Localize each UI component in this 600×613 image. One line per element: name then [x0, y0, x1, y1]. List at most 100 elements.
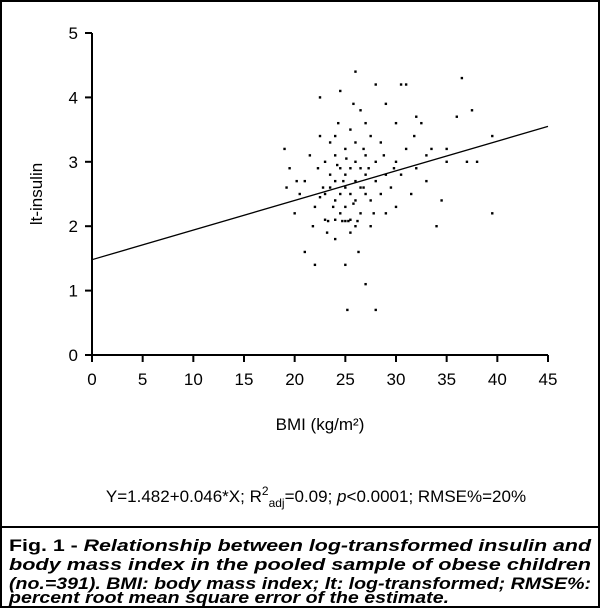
- point: [394, 205, 398, 209]
- x-tick-label: 35: [437, 370, 456, 389]
- equation: Y=1.482+0.046*X; R2adj=0.09; p<0.0001; R…: [106, 484, 526, 510]
- point: [352, 202, 355, 205]
- x-tick-label: 15: [235, 370, 254, 389]
- point: [323, 160, 327, 163]
- point: [410, 192, 413, 196]
- point: [339, 167, 342, 170]
- point: [359, 212, 362, 215]
- point: [369, 225, 372, 228]
- point: [369, 134, 372, 138]
- point: [354, 70, 357, 73]
- point: [331, 205, 335, 209]
- regression-line: [91, 125, 549, 261]
- point: [359, 109, 362, 112]
- point: [349, 218, 352, 221]
- point: [415, 167, 418, 170]
- point: [399, 83, 403, 86]
- caption-line: (no.=391). BMI: body mass index; lt: log…: [9, 574, 591, 593]
- point: [372, 212, 375, 215]
- point: [349, 192, 352, 196]
- point: [404, 83, 408, 86]
- point: [342, 179, 345, 183]
- y-tick-label: 0: [69, 346, 78, 365]
- point: [465, 160, 469, 163]
- point: [303, 250, 306, 254]
- point: [384, 102, 388, 106]
- point: [334, 199, 337, 202]
- point: [354, 179, 357, 183]
- x-axis-title: BMI (kg/m²): [276, 415, 365, 434]
- point: [491, 212, 494, 215]
- equation-part: p: [336, 487, 346, 506]
- x-tick-label: 25: [336, 370, 355, 389]
- equation-part: adj: [269, 496, 285, 510]
- point: [293, 212, 296, 215]
- point: [283, 147, 286, 151]
- point: [379, 192, 382, 196]
- caption: Fig. 1 - Relationship between log-transf…: [8, 536, 592, 607]
- point: [382, 154, 386, 157]
- point: [344, 219, 347, 223]
- point: [384, 212, 388, 215]
- point: [475, 160, 479, 163]
- point: [364, 121, 367, 125]
- point: [288, 167, 291, 170]
- equation-part: <0.0001; RMSE%=20%: [347, 487, 527, 506]
- point: [313, 205, 317, 209]
- point: [313, 263, 317, 267]
- point: [374, 179, 377, 183]
- y-tick-label: 4: [69, 88, 78, 107]
- point: [334, 154, 337, 157]
- point: [298, 192, 301, 196]
- point: [349, 128, 352, 131]
- y-tick-label: 1: [69, 282, 78, 301]
- point: [404, 147, 408, 151]
- point: [326, 219, 330, 223]
- point: [364, 154, 367, 157]
- point: [334, 237, 337, 241]
- point: [420, 121, 423, 125]
- point: [413, 134, 416, 138]
- point: [374, 83, 377, 86]
- point: [362, 186, 365, 189]
- point: [336, 163, 339, 167]
- point: [344, 147, 347, 151]
- point: [359, 167, 362, 170]
- point: [364, 282, 367, 286]
- point: [328, 173, 332, 176]
- point: [394, 121, 398, 125]
- point: [334, 134, 337, 138]
- point: [311, 225, 315, 228]
- point: [389, 186, 393, 189]
- point: [344, 173, 347, 176]
- point: [347, 219, 350, 223]
- x-tick-label: 20: [285, 370, 304, 389]
- point: [349, 231, 352, 234]
- y-tick-label: 3: [69, 153, 78, 172]
- caption-line: percent root mean square error of the es…: [8, 588, 449, 607]
- point: [491, 134, 494, 138]
- point: [323, 218, 327, 221]
- point: [344, 263, 347, 267]
- point: [341, 219, 344, 223]
- point: [345, 157, 348, 160]
- point: [334, 218, 337, 221]
- point: [321, 186, 325, 189]
- point: [364, 173, 367, 176]
- point: [399, 173, 403, 176]
- caption-text: Relationship between log-transformed ins…: [84, 536, 592, 555]
- point: [445, 160, 448, 163]
- point: [384, 173, 388, 176]
- point: [425, 154, 428, 157]
- x-tick-label: 10: [184, 370, 203, 389]
- point: [344, 186, 347, 189]
- point: [349, 167, 352, 170]
- y-axis-title: lt-insulin: [27, 163, 46, 225]
- point: [285, 186, 288, 189]
- point: [445, 147, 448, 151]
- equation-part: Y=1.482+0.046*X; R: [106, 487, 262, 506]
- point: [394, 160, 398, 163]
- point: [357, 250, 360, 254]
- point: [318, 96, 322, 99]
- x-tick-label: 5: [138, 370, 147, 389]
